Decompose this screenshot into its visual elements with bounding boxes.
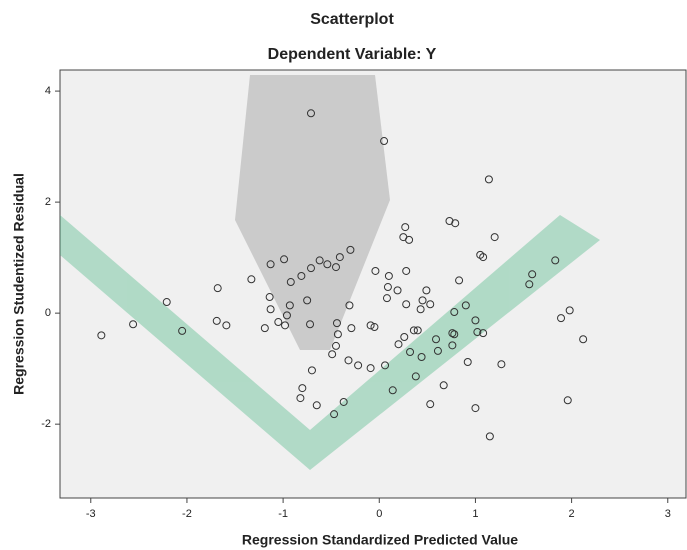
- y-axis-title: Regression Studentized Residual: [11, 173, 27, 395]
- x-tick-label: 3: [665, 508, 671, 520]
- x-tick-label: -3: [86, 508, 96, 520]
- x-tick-label: 1: [472, 508, 478, 520]
- y-tick-label: 2: [45, 196, 51, 208]
- x-tick-label: -2: [182, 508, 192, 520]
- y-tick-label: 4: [45, 85, 51, 97]
- x-tick-label: -1: [278, 508, 288, 520]
- x-tick-label: 2: [569, 508, 575, 520]
- chart-subtitle: Dependent Variable: Y: [268, 46, 437, 63]
- y-tick-label: -2: [41, 418, 51, 430]
- x-tick-label: 0: [376, 508, 382, 520]
- x-axis-title: Regression Standardized Predicted Value: [242, 532, 518, 548]
- chart: Scatterplot Dependent Variable: Y Regres…: [0, 0, 687, 550]
- y-tick-label: 0: [45, 307, 51, 319]
- chart-title: Scatterplot: [310, 11, 394, 28]
